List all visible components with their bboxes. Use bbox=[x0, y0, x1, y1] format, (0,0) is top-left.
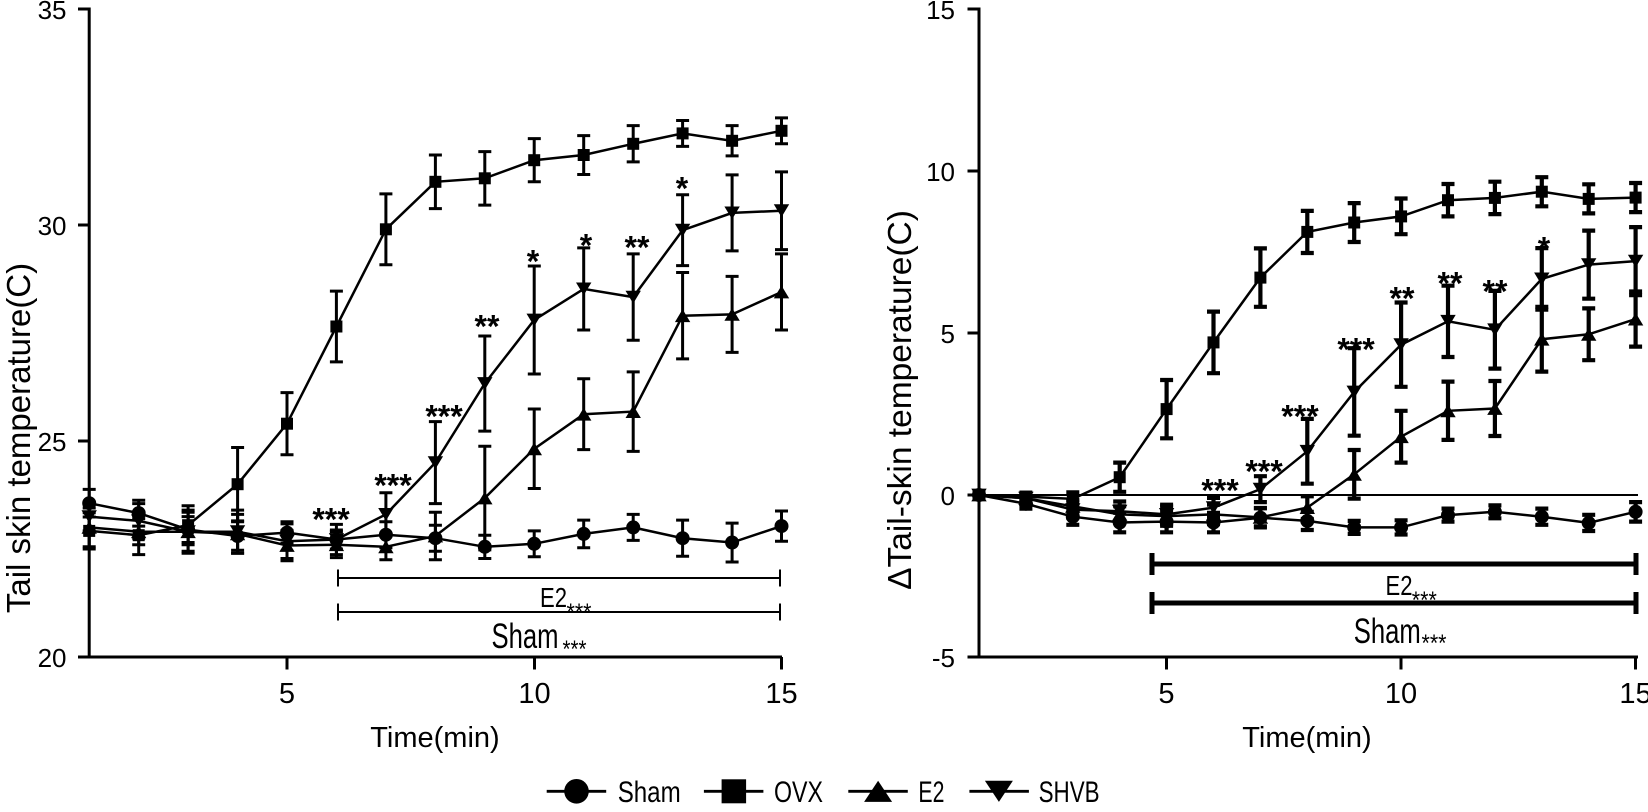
svg-text:5: 5 bbox=[941, 319, 955, 349]
svg-text:15: 15 bbox=[765, 678, 797, 710]
svg-text:SHVB: SHVB bbox=[1039, 776, 1100, 807]
svg-text:ΔTail-skin temperature(C): ΔTail-skin temperature(C) bbox=[882, 210, 919, 590]
svg-text:Sham: Sham bbox=[618, 776, 681, 807]
svg-text:**: ** bbox=[625, 230, 650, 266]
svg-text:0: 0 bbox=[941, 481, 955, 511]
svg-text:35: 35 bbox=[38, 0, 67, 25]
svg-text:**: ** bbox=[1438, 266, 1463, 302]
svg-text:*: * bbox=[527, 244, 540, 280]
svg-text:***: *** bbox=[1337, 332, 1375, 368]
svg-text:30: 30 bbox=[38, 211, 67, 241]
svg-text:25: 25 bbox=[38, 427, 67, 457]
svg-text:***: *** bbox=[374, 468, 412, 504]
svg-text:**: ** bbox=[1483, 274, 1508, 310]
svg-text:10: 10 bbox=[1385, 678, 1417, 710]
svg-text:*: * bbox=[676, 171, 689, 207]
svg-text:E2: E2 bbox=[540, 582, 567, 613]
svg-text:5: 5 bbox=[1158, 678, 1174, 710]
svg-text:10: 10 bbox=[518, 678, 550, 710]
svg-text:***: *** bbox=[1412, 587, 1437, 614]
svg-text:**: ** bbox=[1390, 281, 1415, 317]
svg-text:*: * bbox=[1538, 231, 1551, 267]
svg-text:E2: E2 bbox=[1386, 570, 1413, 601]
svg-text:Time(min): Time(min) bbox=[1242, 722, 1371, 754]
svg-text:15: 15 bbox=[926, 0, 955, 25]
svg-text:OVX: OVX bbox=[774, 776, 823, 807]
svg-text:***: *** bbox=[1281, 399, 1319, 435]
svg-text:Time(min): Time(min) bbox=[370, 722, 499, 754]
svg-text:Tail skin temperature(C): Tail skin temperature(C) bbox=[0, 263, 37, 613]
svg-text:**: ** bbox=[475, 309, 500, 345]
svg-text:***: *** bbox=[567, 599, 592, 626]
svg-text:20: 20 bbox=[38, 643, 67, 673]
svg-text:***: *** bbox=[563, 636, 587, 663]
svg-text:*: * bbox=[580, 228, 593, 264]
svg-text:Sham: Sham bbox=[492, 617, 559, 656]
svg-text:10: 10 bbox=[926, 157, 955, 187]
svg-text:E2: E2 bbox=[918, 776, 944, 807]
svg-text:15: 15 bbox=[1619, 678, 1648, 710]
svg-text:-5: -5 bbox=[932, 643, 955, 673]
svg-text:5: 5 bbox=[279, 678, 295, 710]
svg-text:***: *** bbox=[1422, 630, 1447, 657]
svg-text:***: *** bbox=[1201, 473, 1239, 509]
svg-text:***: *** bbox=[1245, 454, 1283, 490]
svg-text:***: *** bbox=[312, 502, 350, 538]
svg-text:***: *** bbox=[425, 399, 463, 435]
svg-text:Sham: Sham bbox=[1354, 612, 1421, 651]
